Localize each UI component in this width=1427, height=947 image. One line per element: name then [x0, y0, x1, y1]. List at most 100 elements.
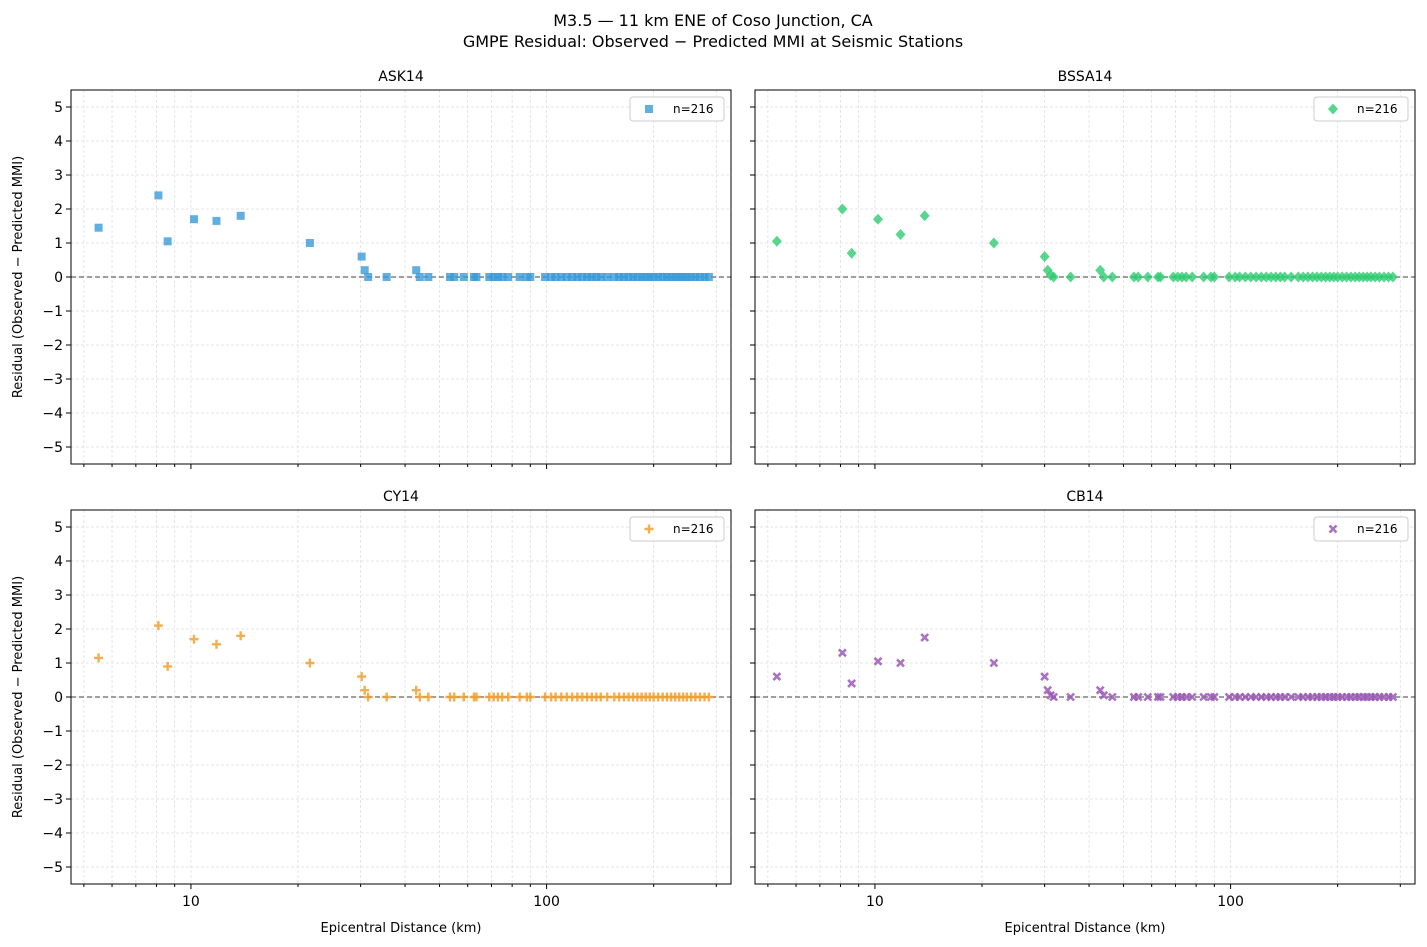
x-axis — [767, 464, 1401, 469]
y-tick-label: −2 — [42, 338, 63, 354]
data-point — [1240, 271, 1251, 283]
y-tick-label: 0 — [54, 270, 63, 286]
legend-box — [1313, 96, 1409, 122]
data-point — [189, 634, 199, 644]
y-tick-label: −3 — [42, 792, 63, 808]
panel-title: BSSA14 — [1058, 69, 1113, 85]
y-tick-label: −4 — [42, 406, 63, 422]
panel-bssa14: BSSA14 n=216 — [750, 69, 1416, 469]
y-tick-label: 2 — [54, 622, 63, 638]
data-point — [687, 273, 696, 281]
data-point — [412, 266, 421, 275]
data-point — [153, 621, 163, 631]
data-point — [557, 273, 566, 281]
data-point — [1039, 251, 1050, 263]
legend-marker — [645, 105, 653, 113]
data-point — [583, 273, 592, 281]
legend-label: n=216 — [1357, 102, 1398, 116]
legend-box — [1313, 516, 1409, 542]
data-point — [423, 692, 433, 702]
y-tick-label: 3 — [54, 588, 63, 604]
data-point — [1049, 692, 1059, 702]
data-point — [525, 692, 535, 702]
data-point — [837, 203, 848, 215]
x-axis: 10 100 Epicentral Distance (km) — [83, 884, 717, 936]
y-tick-label: 2 — [54, 202, 63, 218]
data-point — [662, 273, 671, 281]
data-point — [212, 216, 221, 225]
legend-box — [629, 516, 725, 542]
legend-marker — [1328, 524, 1338, 534]
data-point — [872, 213, 883, 225]
data-point — [1040, 672, 1050, 682]
data-point — [1224, 271, 1235, 283]
data-point — [493, 273, 502, 281]
panels: −5 −4 −3 −2 −1 0 1 2 3 4 5 Residual (Observed − Pre… — [11, 69, 1416, 936]
data-point — [212, 639, 222, 649]
data-point — [1279, 271, 1290, 283]
y-tick-label: −3 — [42, 372, 63, 388]
data-point — [472, 273, 481, 281]
data-point — [382, 273, 391, 281]
data-point — [603, 273, 612, 281]
data-point — [1187, 692, 1197, 702]
legend: n=216 — [629, 516, 725, 542]
data-point — [504, 273, 513, 281]
data-point — [1181, 271, 1192, 283]
data-point — [459, 273, 468, 281]
data-point — [610, 273, 619, 281]
y-axis — [750, 526, 755, 868]
data-point — [596, 273, 605, 281]
x-axis: 10 100 Epicentral Distance (km) — [767, 884, 1401, 936]
points — [94, 191, 713, 281]
data-point — [357, 672, 367, 682]
data-point — [445, 273, 454, 281]
data-point — [920, 633, 930, 642]
panel-ask14: −5 −4 −3 −2 −1 0 1 2 3 4 5 Residual (Observed − Pre… — [11, 69, 732, 469]
data-point — [1142, 271, 1153, 283]
y-tick-label: 5 — [54, 100, 63, 116]
data-point — [873, 656, 883, 666]
data-point — [700, 273, 709, 281]
data-point — [471, 692, 481, 702]
data-point — [637, 273, 646, 281]
data-point — [189, 215, 198, 224]
data-point — [382, 692, 392, 702]
data-point — [360, 685, 370, 695]
y-tick-label: −1 — [42, 304, 63, 320]
data-point — [1153, 692, 1163, 702]
data-point — [1387, 271, 1398, 283]
data-point — [587, 273, 596, 281]
data-point — [489, 273, 498, 281]
y-tick-label: −2 — [42, 758, 63, 774]
data-point — [551, 273, 560, 281]
data-point — [629, 273, 638, 281]
panel-title: CB14 — [1066, 489, 1103, 505]
legend: n=216 — [1313, 96, 1409, 122]
data-point — [1198, 271, 1209, 283]
data-point — [1245, 271, 1256, 283]
data-point — [633, 273, 642, 281]
data-point — [424, 273, 433, 281]
y-tick-label: 1 — [54, 656, 63, 672]
figure-title: M3.5 — 11 km ENE of Coso Junction, CA — [553, 11, 873, 30]
data-point — [1099, 690, 1109, 700]
data-point — [989, 658, 999, 668]
legend-marker — [1328, 103, 1338, 115]
x-axis-label: Epicentral Distance (km) — [321, 921, 482, 936]
data-point — [449, 692, 459, 702]
data-point — [568, 273, 577, 281]
legend: n=216 — [629, 96, 725, 122]
data-point — [1199, 692, 1209, 702]
x-tick-label: 10 — [182, 894, 200, 910]
x-axis — [83, 464, 717, 469]
data-point — [547, 273, 556, 281]
data-point — [691, 273, 700, 281]
data-point — [1098, 271, 1109, 283]
y-tick-label: 3 — [54, 168, 63, 184]
data-point — [771, 235, 782, 247]
data-point — [163, 661, 173, 671]
panel-title: ASK14 — [378, 69, 424, 85]
x-tick-label: 100 — [533, 894, 560, 910]
